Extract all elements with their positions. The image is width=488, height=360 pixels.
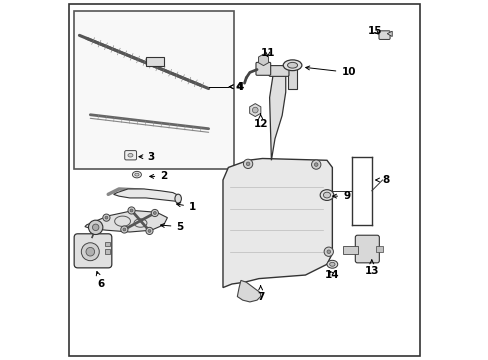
FancyBboxPatch shape bbox=[74, 234, 112, 268]
Bar bbox=[287, 65, 296, 89]
Text: 1: 1 bbox=[176, 202, 196, 212]
FancyBboxPatch shape bbox=[268, 66, 288, 76]
Bar bbox=[145, 57, 163, 66]
Polygon shape bbox=[269, 71, 285, 160]
Ellipse shape bbox=[323, 192, 330, 198]
Ellipse shape bbox=[132, 171, 141, 178]
Ellipse shape bbox=[175, 194, 181, 203]
Text: 4: 4 bbox=[229, 82, 243, 92]
FancyBboxPatch shape bbox=[124, 150, 136, 160]
Text: 15: 15 bbox=[367, 26, 382, 36]
Circle shape bbox=[130, 209, 133, 212]
Text: 8: 8 bbox=[375, 175, 389, 185]
Circle shape bbox=[145, 227, 153, 234]
Circle shape bbox=[121, 226, 128, 233]
Circle shape bbox=[252, 107, 258, 113]
Text: 7: 7 bbox=[256, 286, 264, 302]
Text: 9: 9 bbox=[332, 191, 349, 201]
Bar bbox=[343, 246, 357, 253]
Ellipse shape bbox=[283, 60, 301, 71]
Circle shape bbox=[92, 224, 99, 230]
Text: 10: 10 bbox=[305, 66, 355, 77]
Ellipse shape bbox=[320, 190, 333, 201]
Circle shape bbox=[311, 160, 320, 169]
Circle shape bbox=[151, 210, 158, 217]
Circle shape bbox=[314, 163, 317, 166]
Circle shape bbox=[102, 214, 110, 221]
FancyBboxPatch shape bbox=[378, 31, 389, 40]
Bar bbox=[74, 12, 233, 169]
Polygon shape bbox=[237, 280, 260, 302]
Circle shape bbox=[105, 216, 108, 219]
Ellipse shape bbox=[128, 153, 133, 157]
Bar bbox=[105, 242, 109, 246]
Circle shape bbox=[122, 228, 125, 231]
FancyBboxPatch shape bbox=[355, 235, 379, 263]
Polygon shape bbox=[85, 211, 167, 232]
Polygon shape bbox=[223, 158, 332, 288]
Circle shape bbox=[246, 162, 249, 166]
Polygon shape bbox=[386, 31, 391, 37]
Text: 11: 11 bbox=[260, 48, 274, 58]
Polygon shape bbox=[113, 189, 180, 202]
Text: 12: 12 bbox=[253, 114, 267, 129]
Text: 3: 3 bbox=[139, 152, 155, 162]
Ellipse shape bbox=[135, 173, 139, 176]
Ellipse shape bbox=[329, 262, 334, 266]
Ellipse shape bbox=[287, 62, 297, 68]
Circle shape bbox=[88, 220, 102, 234]
FancyBboxPatch shape bbox=[255, 62, 270, 75]
Circle shape bbox=[148, 229, 151, 232]
Text: 2: 2 bbox=[149, 171, 167, 181]
Text: 13: 13 bbox=[364, 260, 378, 276]
Bar bbox=[105, 249, 109, 253]
Text: 4: 4 bbox=[229, 82, 244, 92]
Text: 5: 5 bbox=[160, 222, 183, 231]
Circle shape bbox=[243, 159, 252, 168]
Text: 6: 6 bbox=[96, 271, 104, 289]
Circle shape bbox=[128, 207, 135, 214]
Circle shape bbox=[153, 212, 156, 215]
Circle shape bbox=[326, 250, 330, 253]
Circle shape bbox=[81, 243, 99, 261]
Ellipse shape bbox=[326, 260, 337, 268]
Circle shape bbox=[324, 247, 333, 256]
Bar bbox=[376, 246, 382, 252]
Text: 14: 14 bbox=[325, 270, 339, 280]
Circle shape bbox=[86, 247, 94, 256]
